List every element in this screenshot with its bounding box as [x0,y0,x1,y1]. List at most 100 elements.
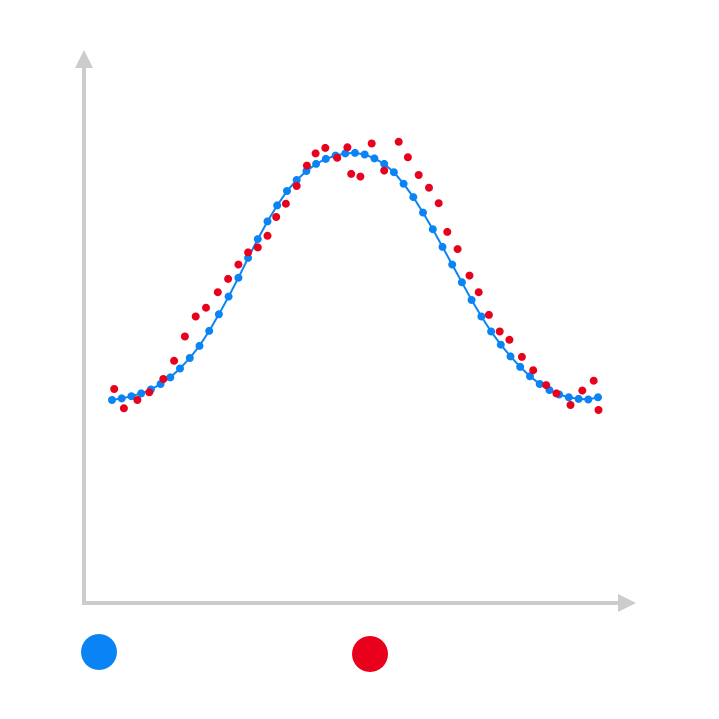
data-point-observed [589,376,598,385]
data-point-observed [552,389,561,398]
data-point-observed [380,166,389,175]
data-point-model [292,176,301,184]
data-point-observed [594,406,603,414]
data-point-model [506,352,515,361]
data-point-observed [311,149,320,158]
data-point-model [351,148,359,157]
series-observed [110,137,603,414]
data-point-observed [347,169,356,178]
data-point-observed [180,332,189,341]
data-point-observed [119,404,128,413]
data-point-observed [465,271,474,280]
data-point-model [467,296,476,304]
data-point-observed [272,213,281,221]
data-point-observed [505,335,514,344]
data-point-model [234,273,243,282]
data-point-observed [566,401,575,409]
data-point-model [244,253,253,262]
data-point-model [380,159,389,168]
data-point-model [253,235,262,244]
data-point-observed [517,352,526,361]
data-point-observed [367,139,376,148]
legend [81,634,388,672]
data-point-model [428,225,437,234]
data-point-observed [292,182,301,190]
data-point-observed [253,243,262,252]
data-point-observed [403,153,412,162]
data-point-model [438,242,447,251]
data-point-observed [343,143,352,152]
data-point-observed [133,396,142,404]
data-point-observed [213,288,222,297]
data-point-observed [224,274,233,283]
data-point-observed [578,386,587,395]
data-point-observed [394,137,403,146]
data-point-model [283,187,291,195]
data-point-model [137,389,146,398]
data-point-model [389,168,398,177]
data-point-observed [434,199,443,208]
data-point-model [224,292,233,301]
data-point-model [448,260,457,269]
data-point-observed [321,143,330,152]
data-point-model [496,340,505,349]
data-point-model [360,150,369,159]
data-point-observed [333,153,342,162]
data-point-observed [495,327,504,336]
data-point-observed [170,356,179,365]
data-point-model [117,394,126,403]
data-point-observed [356,172,365,181]
legend-marker-model [81,634,117,670]
axes [75,50,636,612]
y-axis-arrow [75,50,93,68]
data-point-observed [484,310,493,319]
data-point-model [516,362,525,371]
data-point-observed [191,312,200,321]
data-point-model [341,149,350,158]
data-point-model [535,380,544,388]
data-point-model [594,393,602,402]
data-point-observed [145,388,154,397]
data-point-observed [281,199,290,208]
data-point-observed [234,260,243,269]
data-point-model [176,364,184,373]
data-point-model [214,310,223,319]
data-point-model [526,372,534,381]
data-point-model [584,395,593,404]
data-point-model [574,394,583,403]
data-point-model [263,217,272,226]
data-point-observed [453,245,462,254]
series-line-model [111,151,599,401]
legend-marker-observed [352,636,388,672]
data-point-observed [159,375,168,383]
data-point-model [127,392,136,401]
data-point-model [195,341,204,350]
data-point-model [409,193,418,202]
data-point-model [487,327,496,336]
data-point-model [477,312,486,321]
data-point-model [166,373,175,382]
data-point-observed [414,171,423,179]
data-point-model [321,154,330,163]
data-point-model [457,278,466,287]
data-point-observed [110,385,119,393]
data-point-model [419,208,427,217]
series-model [108,148,602,404]
data-point-observed [244,248,253,257]
data-point-model [399,179,408,188]
data-point-model [370,154,379,163]
data-point-observed [474,288,483,297]
x-axis-arrow [618,594,636,612]
data-point-observed [263,231,272,240]
data-point-observed [542,381,551,390]
data-point-observed [302,161,311,170]
data-point-observed [443,227,452,236]
data-point-observed [425,183,433,192]
data-point-model [312,159,321,168]
data-point-model [185,354,194,362]
data-point-observed [529,366,538,375]
data-point-model [108,396,116,404]
plot-area [108,137,603,414]
data-point-model [273,201,282,210]
